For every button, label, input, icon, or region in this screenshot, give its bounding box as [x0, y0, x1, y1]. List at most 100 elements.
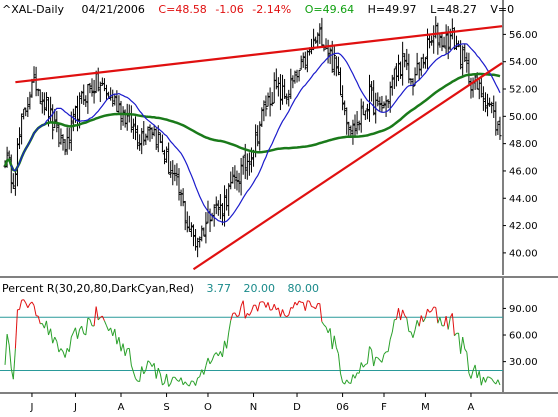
percent-r-segment: [445, 316, 449, 330]
price-bar: [314, 36, 318, 44]
percent-r-segment: [414, 320, 418, 330]
indicator-panel: Percent R(30,20,80,DarkCyan,Red) 3.77 20…: [0, 278, 538, 392]
price-bar: [175, 163, 179, 186]
price-bar: [193, 229, 198, 251]
price-bar: [260, 107, 264, 128]
price-tick-label: 40.00: [509, 248, 538, 259]
percent-r-segment: [166, 373, 170, 387]
percent-r-segment: [373, 356, 377, 367]
percent-r-segment: [128, 348, 132, 366]
percent-r-segment: [155, 367, 159, 379]
price-bar: [162, 149, 167, 165]
percent-r-segment: [228, 320, 232, 333]
indicator-value-low-threshold: 20.00: [244, 282, 276, 295]
rising-support-trendline: [192, 62, 503, 271]
price-bar: [469, 77, 473, 99]
percent-r-segment: [422, 317, 426, 323]
percent-r-segment: [315, 303, 319, 309]
percent-r-segment: [371, 349, 375, 367]
header-low: L=48.27: [430, 3, 477, 16]
price-bar: [98, 81, 102, 103]
price-bar: [11, 173, 15, 189]
percent-r-segment: [238, 305, 242, 316]
price-bar: [121, 106, 125, 126]
price-bar: [104, 84, 109, 101]
price-bar: [382, 101, 386, 109]
percent-r-segment: [302, 302, 306, 311]
price-bar: [498, 116, 502, 140]
price-bar: [477, 78, 481, 100]
price-bar: [77, 92, 82, 129]
price-bar: [138, 134, 142, 151]
price-bar: [427, 34, 432, 49]
percent-r-segment: [106, 325, 110, 332]
percent-r-segment: [130, 365, 134, 373]
price-bar: [270, 92, 274, 107]
percent-r-segment: [346, 379, 350, 384]
percent-r-segment: [87, 317, 91, 320]
percent-r-segment: [337, 353, 342, 374]
price-bar: [392, 68, 396, 90]
percent-r-segment: [482, 376, 486, 383]
percent-r-segment: [226, 332, 230, 349]
percent-r-segment: [221, 340, 226, 358]
price-bar: [154, 128, 158, 150]
price-axis-ticks: 56.00 54.00 52.00 50.00 48.00 46.00 44.00 42.00…: [503, 30, 538, 259]
price-bar: [158, 132, 162, 144]
price-bar: [326, 39, 330, 64]
percent-r-segment: [340, 373, 344, 383]
percent-r-segment: [358, 362, 362, 374]
price-bar: [146, 126, 150, 141]
price-bar: [125, 103, 129, 131]
percent-r-segment: [120, 343, 124, 352]
price-bar: [401, 41, 405, 86]
price-bar: [88, 82, 92, 94]
price-bar: [438, 33, 442, 48]
price-bar: [216, 200, 220, 216]
price-bar: [388, 81, 392, 113]
percent-r-segment: [271, 303, 275, 310]
price-bar: [305, 50, 309, 73]
price-tick-label: 56.00: [509, 30, 538, 41]
price-bar: [156, 125, 160, 153]
price-bar: [266, 92, 270, 107]
header-close: C=48.58: [158, 3, 206, 16]
price-bar: [28, 91, 32, 110]
percent-r-segment: [331, 335, 335, 350]
price-bar: [461, 45, 465, 77]
indicator-label: Percent R(30,20,80,DarkCyan,Red): [2, 282, 194, 295]
percent-r-segment: [420, 315, 424, 323]
percent-r-segment: [164, 373, 168, 384]
price-bar: [34, 66, 38, 97]
price-bar: [142, 121, 146, 146]
price-bar: [479, 77, 483, 98]
price-bar: [287, 89, 291, 107]
percent-r-segment: [431, 306, 435, 312]
percent-r-segment: [478, 371, 482, 386]
price-bar: [187, 215, 191, 232]
price-bar: [258, 121, 262, 151]
percent-r-segment: [321, 321, 325, 326]
price-bar: [338, 67, 343, 96]
percent-r-segment: [329, 328, 333, 350]
percent-r-segment: [484, 376, 489, 383]
price-bar: [229, 171, 233, 190]
header-high: H=49.97: [368, 3, 417, 16]
price-bar: [488, 97, 492, 107]
percent-r-segment: [31, 301, 35, 306]
price-bar: [212, 204, 216, 227]
percent-r-segment: [141, 366, 145, 375]
price-bar: [343, 100, 347, 116]
percent-r-segment: [157, 367, 161, 375]
price-bar: [394, 63, 399, 87]
header-change: -1.06: [215, 3, 243, 16]
price-bar: [390, 74, 394, 96]
percent-r-segment: [464, 348, 468, 353]
percent-r-segment: [255, 304, 259, 312]
price-bar: [490, 101, 494, 114]
price-tick-label: 48.00: [509, 139, 538, 150]
price-bar: [430, 35, 434, 46]
percent-r-segment: [242, 300, 246, 319]
percent-r-segment: [27, 303, 31, 308]
price-bar: [57, 124, 61, 148]
